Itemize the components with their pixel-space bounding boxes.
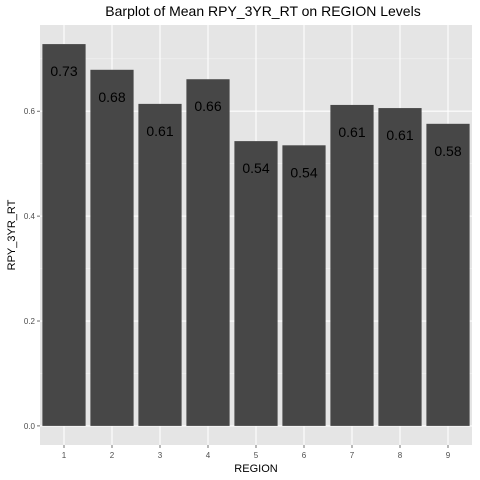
y-tick-label: 0.0 xyxy=(24,422,36,431)
bar xyxy=(282,145,326,426)
bar xyxy=(186,79,230,426)
x-tick-label: 2 xyxy=(110,451,115,460)
bar xyxy=(330,104,374,426)
x-tick-label: 6 xyxy=(302,451,307,460)
data-label: 0.61 xyxy=(338,124,365,140)
data-label: 0.68 xyxy=(98,89,125,105)
data-label: 0.54 xyxy=(290,164,317,180)
y-tick-label: 0.4 xyxy=(24,212,36,221)
bar xyxy=(426,123,470,426)
y-axis: 0.0 0.2 0.4 0.6 xyxy=(24,107,40,431)
data-label: 0.61 xyxy=(146,123,173,139)
x-tick-label: 8 xyxy=(398,451,403,460)
data-label: 0.73 xyxy=(50,63,77,79)
x-tick-label: 1 xyxy=(62,451,67,460)
x-tick-label: 3 xyxy=(158,451,163,460)
y-axis-title: RPY_3YR_RT xyxy=(6,199,18,270)
x-axis: 1 2 3 4 5 6 7 8 9 xyxy=(62,445,451,460)
x-tick-label: 7 xyxy=(350,451,355,460)
bar xyxy=(378,108,422,426)
x-tick-label: 9 xyxy=(446,451,451,460)
bar xyxy=(90,69,134,426)
bars xyxy=(42,44,470,426)
data-labels: 0.73 0.68 0.61 0.66 0.54 0.54 0.61 0.61 0.58 xyxy=(50,63,461,180)
data-label: 0.58 xyxy=(434,143,461,159)
x-axis-title: REGION xyxy=(234,463,277,475)
x-tick-label: 4 xyxy=(206,451,211,460)
bar xyxy=(42,44,86,426)
bar xyxy=(138,103,182,426)
y-tick-label: 0.6 xyxy=(24,107,36,116)
data-label: 0.61 xyxy=(386,127,413,143)
y-tick-label: 0.2 xyxy=(24,317,36,326)
data-label: 0.54 xyxy=(242,160,269,176)
x-tick-label: 5 xyxy=(254,451,259,460)
bar xyxy=(234,141,278,426)
chart-title: Barplot of Mean RPY_3YR_RT on REGION Lev… xyxy=(105,3,420,19)
data-label: 0.66 xyxy=(194,98,221,114)
